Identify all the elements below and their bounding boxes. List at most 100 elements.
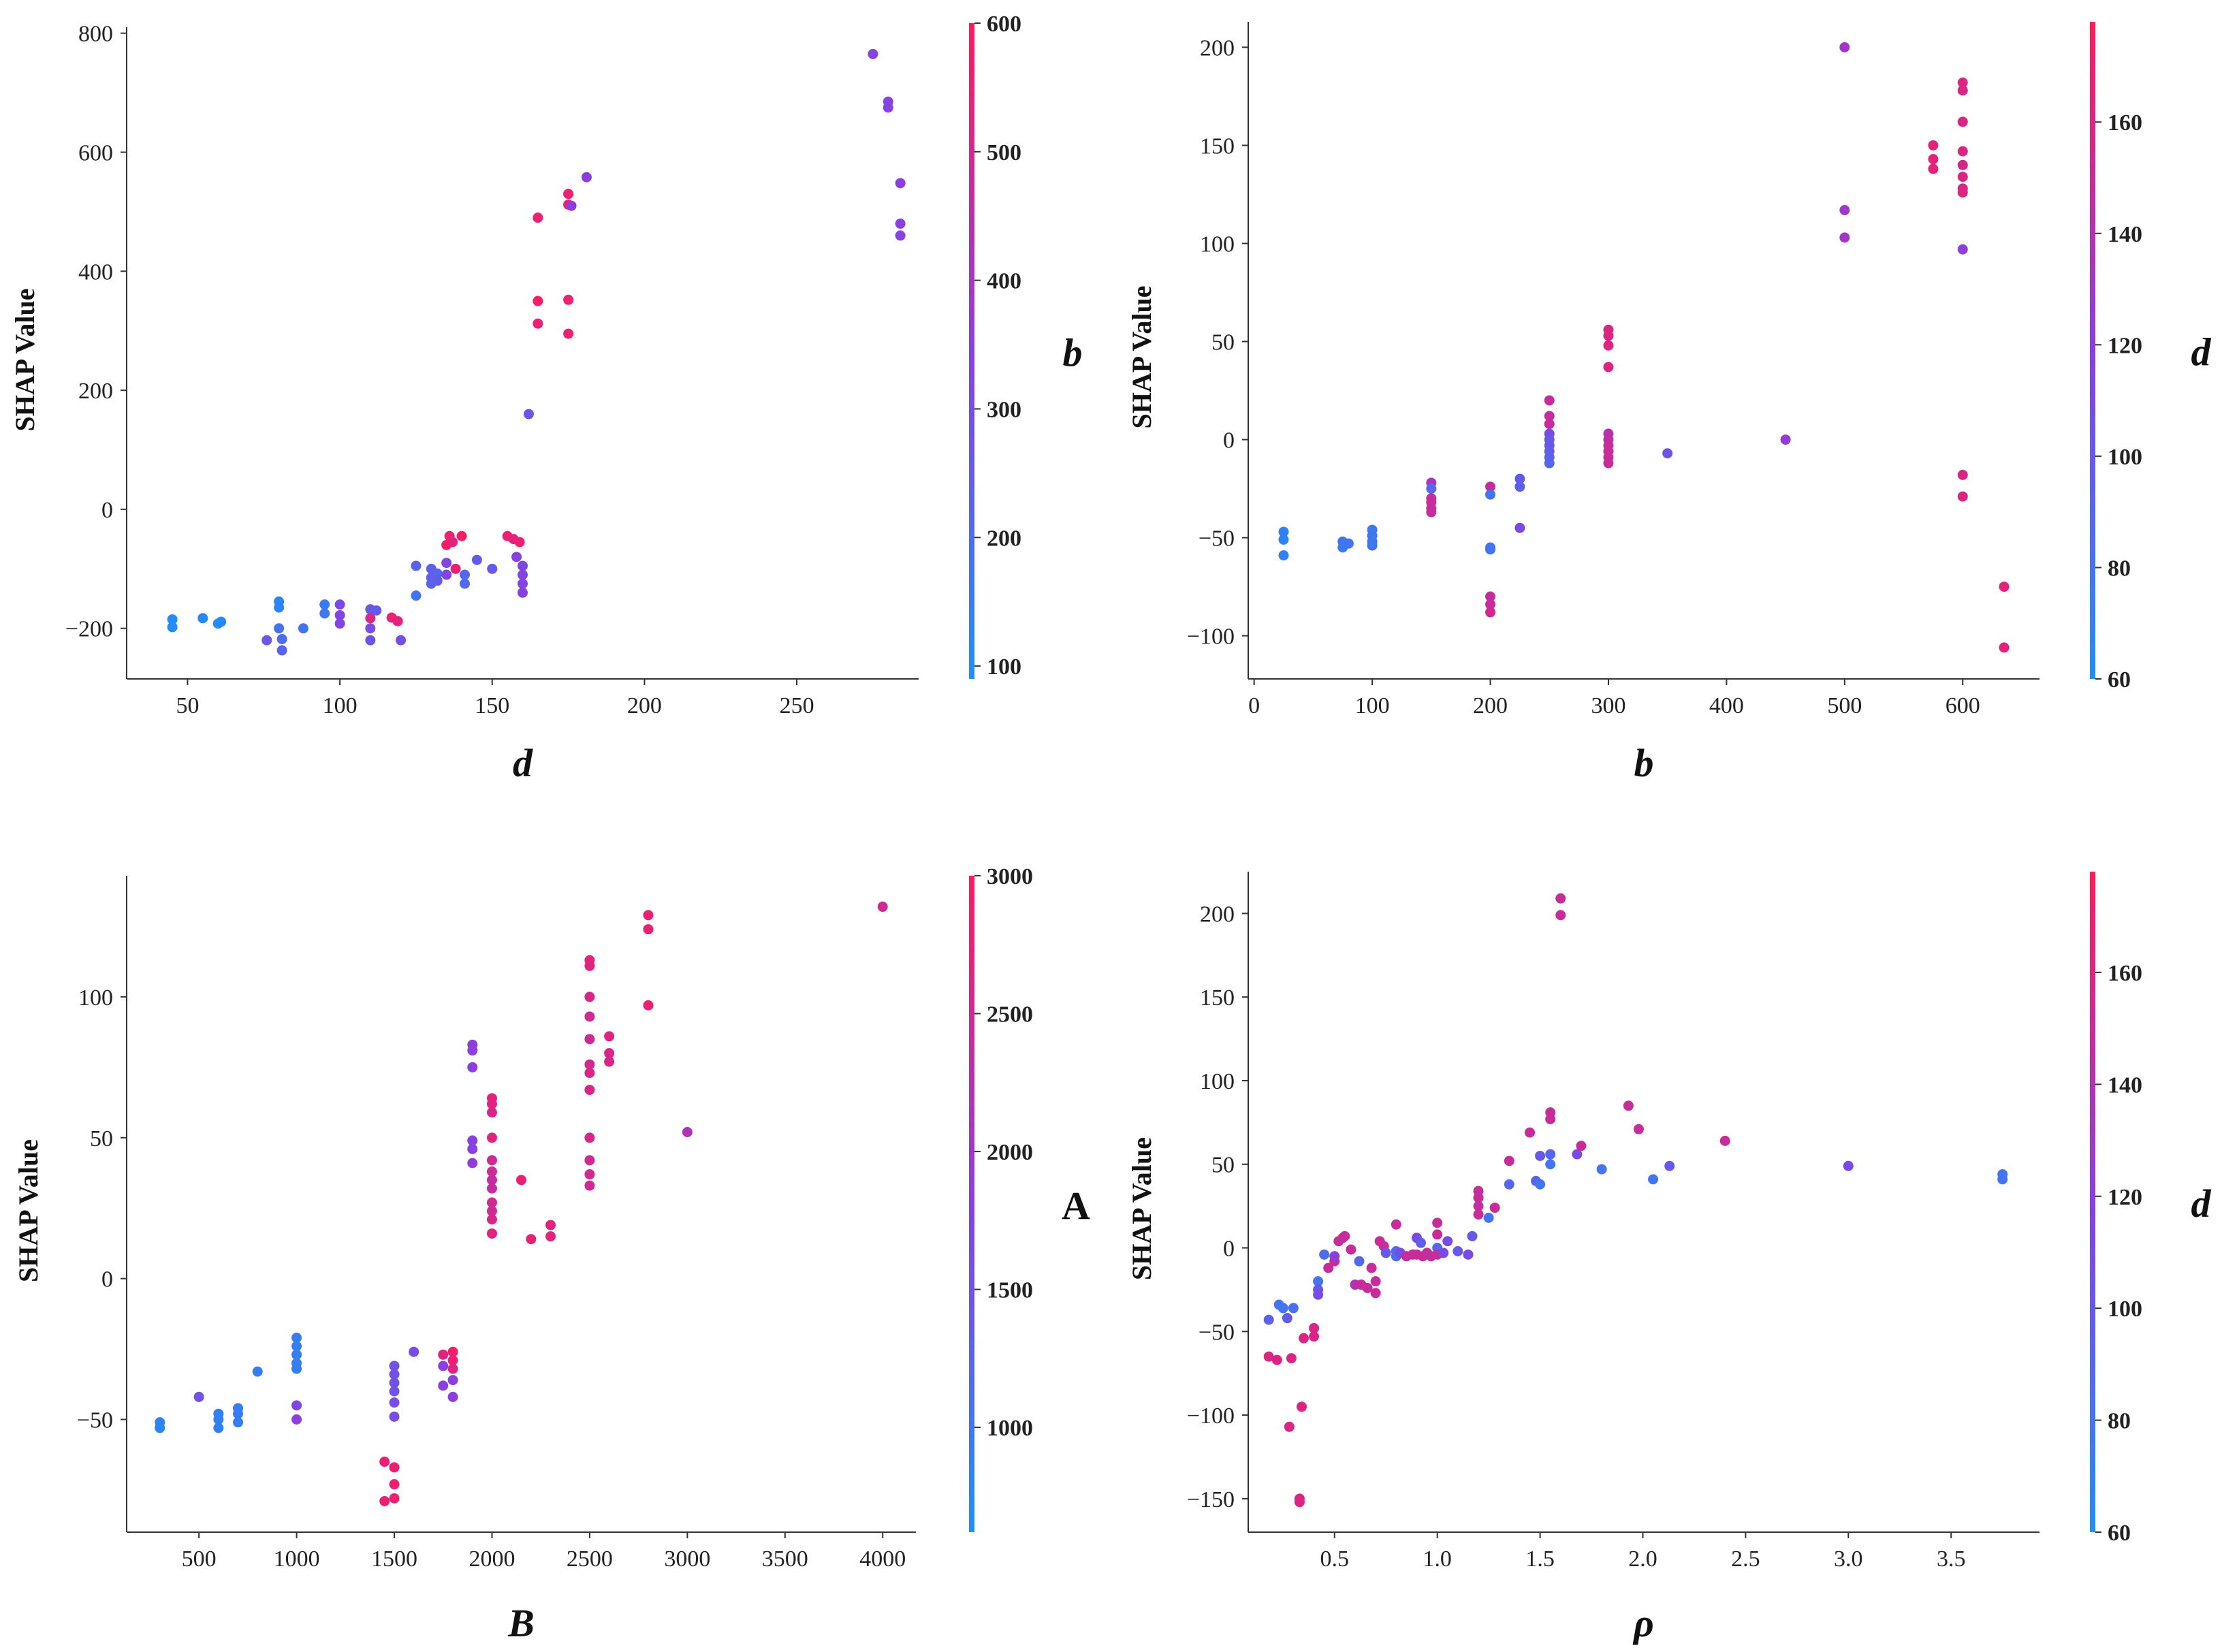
y-axis-label: SHAP Value [10,288,40,431]
data-point [1483,1212,1494,1223]
data-point [526,1234,537,1245]
x-tick-label: 2.0 [1628,1546,1657,1572]
data-point [584,1034,595,1045]
data-point [1271,1354,1282,1365]
data-point [486,1205,497,1216]
x-tick-label: 200 [1473,693,1508,718]
data-point [447,1363,458,1374]
data-point [467,1143,478,1154]
data-point [1309,1322,1320,1333]
y-tick-label: −50 [77,1408,113,1433]
data-point [365,613,376,624]
data-point [486,1197,497,1208]
data-point [1623,1100,1634,1111]
data-point [1485,607,1496,618]
data-point [1263,1351,1274,1362]
data-point [252,1366,263,1377]
data-point [460,569,471,580]
data-point [563,189,574,200]
colorbar-tick-label: 140 [2108,1073,2142,1098]
data-point [334,599,345,610]
y-tick-label: 150 [1200,133,1235,159]
data-point [233,1408,244,1419]
data-point [1603,340,1614,351]
data-point [1555,910,1566,921]
data-point [389,1479,400,1490]
x-tick-label: 150 [475,693,509,718]
y-tick-label: 400 [78,259,113,285]
data-point [643,1000,654,1011]
colorbar-tick-label: 80 [2108,556,2131,581]
data-point [389,1378,400,1388]
data-point [456,530,467,541]
data-point [467,1045,478,1056]
data-point [379,1495,390,1506]
data-point [1957,146,1968,157]
data-point [334,609,345,620]
data-point [447,1346,458,1357]
data-point [371,605,382,616]
data-point [545,1220,556,1230]
data-point [486,1107,497,1118]
panel-shap-vs-d: 50 100 150 200 250 −200 0 200 400 600 800 d SHAP Val… [10,12,1083,785]
data-point [1323,1262,1334,1273]
colorbar [2090,22,2095,679]
data-point [1473,1201,1484,1211]
x-tick-label: 1000 [274,1546,320,1572]
x-tick-label: 3500 [762,1546,808,1572]
x-axis-label: d [513,741,533,785]
data-point [516,1175,526,1186]
colorbar [2090,872,2095,1532]
data-point [1282,1313,1292,1324]
colorbar-tick-label: 1500 [987,1278,1033,1303]
colorbar-label: A [1062,1184,1090,1228]
data-point [1957,244,1968,255]
data-point [883,102,893,113]
x-tick-label: 1.0 [1423,1546,1452,1572]
y-axis-label: SHAP Value [13,1139,44,1282]
data-point [1839,42,1850,52]
colorbar-tick-label: 60 [2108,667,2131,693]
data-point [566,200,577,211]
data-point [291,1400,302,1411]
data-point [1362,1282,1373,1293]
data-point [233,1417,244,1428]
data-point [1603,362,1614,372]
data-point [389,1462,400,1473]
data-point [877,902,888,912]
data-point [1780,434,1791,445]
x-tick-label: 500 [182,1546,217,1572]
colorbar-tick-label: 140 [2108,222,2142,247]
colorbar-tick-label: 600 [987,12,1021,37]
data-point [584,1155,595,1166]
y-tick-label: 50 [90,1126,113,1151]
data-point [1426,507,1437,518]
data-point [895,218,906,229]
y-tick-label: 100 [1200,1069,1235,1094]
x-tick-label: 1500 [371,1546,417,1572]
data-point [1839,205,1850,216]
colorbar-tick-label: 200 [987,526,1021,551]
data-point [291,1349,302,1360]
data-point [1467,1230,1478,1241]
data-point [1380,1248,1391,1258]
data-point [1664,1160,1675,1171]
data-point [213,1423,224,1433]
colorbar-tick-label: 2000 [987,1140,1033,1165]
data-point [518,587,528,598]
x-tick-label: 4000 [859,1546,906,1572]
data-point [1535,1179,1546,1190]
data-point [1298,1333,1309,1344]
y-tick-label: 0 [1223,428,1235,454]
y-tick-label: −100 [1187,624,1235,650]
data-point [1485,599,1496,610]
data-point [291,1333,302,1344]
data-point [584,1059,595,1070]
data-point [1957,159,1968,170]
data-point [467,1062,478,1073]
data-point [334,618,345,629]
data-point [1535,1150,1546,1161]
data-point [1576,1141,1587,1151]
data-point [1957,116,1968,127]
